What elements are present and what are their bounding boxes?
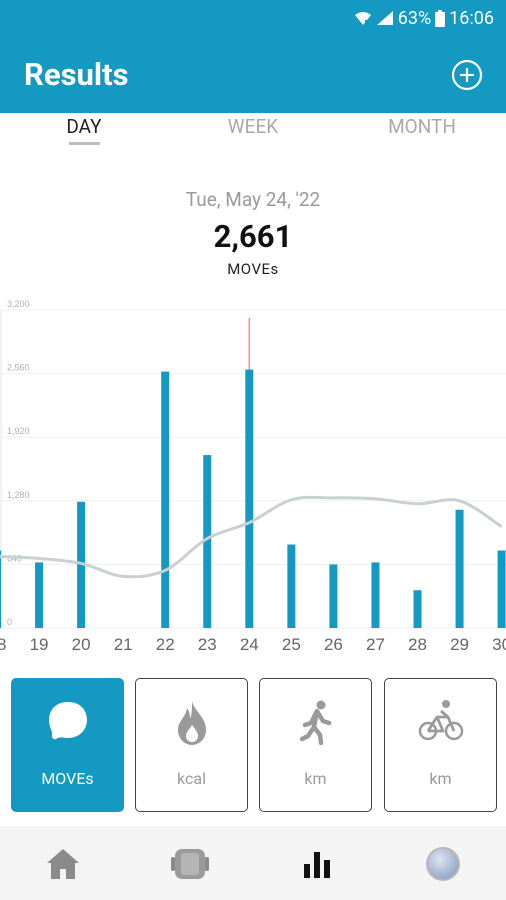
nav-profile[interactable] [423, 844, 463, 884]
x-tick-label-18[interactable]: 18 [0, 635, 6, 654]
metric-card-kcal[interactable]: kcal [135, 678, 248, 812]
x-tick-label-30[interactable]: 30 [492, 635, 506, 654]
x-tick-label-28[interactable]: 28 [408, 635, 427, 654]
y-tick-label: 3,200 [7, 299, 30, 309]
metric-card-label: km [429, 769, 452, 788]
bar-day-26[interactable] [329, 564, 338, 628]
device-icon [171, 849, 209, 879]
y-tick-label: 0 [7, 617, 12, 627]
status-bar: 63% 16:06 [0, 0, 506, 36]
metric-cards: MOVEs kcal km [0, 678, 506, 812]
bar-day-19[interactable] [35, 562, 44, 628]
bar-day-22[interactable] [161, 371, 170, 628]
summary-value: 2,661 [213, 218, 293, 255]
summary-date: Tue, May 24, '22 [185, 188, 321, 211]
tab-month[interactable]: MONTH [388, 115, 456, 138]
home-icon [47, 849, 79, 879]
moves-bar-chart[interactable]: 06401,2801,9202,5603,2001819202122232425… [0, 298, 506, 660]
x-tick-label-27[interactable]: 27 [366, 635, 385, 654]
moves-icon [48, 702, 87, 740]
metric-card-label: MOVEs [41, 769, 94, 788]
metric-card-walking[interactable]: km [259, 678, 372, 812]
y-tick-label: 1,280 [7, 490, 30, 500]
walking-icon [299, 700, 331, 745]
x-tick-label-20[interactable]: 20 [72, 635, 91, 654]
metric-card-cycling[interactable]: km [384, 678, 497, 812]
x-tick-label-25[interactable]: 25 [282, 635, 301, 654]
x-tick-label-19[interactable]: 19 [30, 635, 49, 654]
tab-day[interactable]: DAY [66, 115, 102, 138]
x-tick-label-26[interactable]: 26 [324, 635, 343, 654]
battery-icon [435, 9, 446, 27]
metric-card-moves[interactable]: MOVEs [11, 678, 124, 812]
trend-line [0, 495, 503, 579]
battery-percent: 63% [397, 7, 432, 29]
results-icon [304, 852, 330, 878]
y-tick-label: 2,560 [7, 363, 30, 373]
x-tick-label-21[interactable]: 21 [114, 635, 133, 654]
bar-day-27[interactable] [371, 562, 380, 628]
nav-results[interactable] [297, 844, 337, 884]
bar-day-29[interactable] [455, 509, 464, 628]
summary-unit: MOVEs [227, 260, 279, 278]
tab-week[interactable]: WEEK [227, 115, 279, 138]
bar-day-18[interactable] [0, 550, 1, 628]
x-tick-label-29[interactable]: 29 [450, 635, 469, 654]
bar-day-25[interactable] [287, 544, 296, 628]
bar-day-28[interactable] [413, 590, 422, 628]
status-time: 16:06 [449, 7, 494, 29]
status-icons: 63% 16:06 [354, 7, 494, 29]
x-tick-label-22[interactable]: 22 [156, 635, 175, 654]
period-tabs: DAY WEEK MONTH [0, 113, 506, 153]
tab-indicator [69, 142, 100, 145]
flame-icon [177, 701, 206, 745]
page-title: Results [24, 56, 129, 93]
bar-day-24[interactable] [245, 369, 254, 628]
wifi-icon [354, 12, 371, 26]
x-tick-label-24[interactable]: 24 [240, 635, 259, 654]
signal-icon [376, 11, 393, 25]
x-tick-label-23[interactable]: 23 [198, 635, 217, 654]
nav-device[interactable] [170, 844, 210, 884]
metric-card-label: kcal [177, 769, 206, 788]
metric-card-label: km [304, 769, 327, 788]
y-tick-label: 1,920 [7, 426, 30, 436]
bar-day-30[interactable] [497, 550, 506, 628]
app-bar: Results [0, 36, 506, 113]
cycling-icon [418, 700, 463, 741]
profile-icon [426, 847, 460, 881]
bottom-nav [0, 826, 506, 900]
bar-day-23[interactable] [203, 455, 212, 628]
add-circle-icon[interactable] [451, 59, 483, 91]
nav-home[interactable] [43, 844, 83, 884]
